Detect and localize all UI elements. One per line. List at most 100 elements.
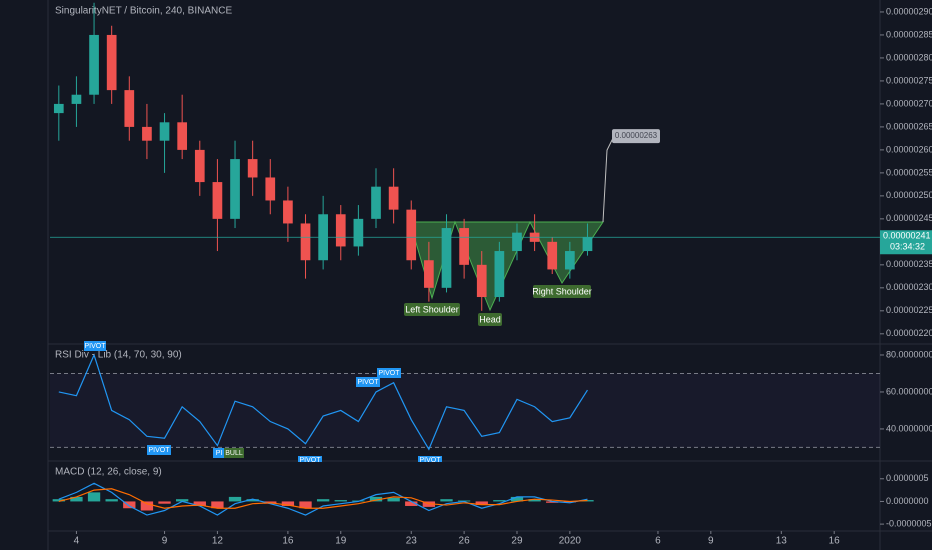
candle-body xyxy=(582,237,593,252)
y-tick-label: 0.00000225 xyxy=(886,305,932,315)
histogram-bar xyxy=(405,501,418,506)
signal-label: PIVOT xyxy=(378,370,400,377)
pattern-labels: Left Shoulder Head Right Shoulder xyxy=(404,285,592,326)
target-line xyxy=(602,135,615,223)
x-tick-label: 23 xyxy=(406,536,418,547)
y-tick-label: 0.00000245 xyxy=(886,213,932,223)
last-price-box xyxy=(880,230,932,255)
candle-body xyxy=(53,103,64,114)
histogram-bar xyxy=(299,501,312,509)
y-tick-label: 0.00000285 xyxy=(886,29,932,39)
signal-box xyxy=(418,456,442,462)
candle-body xyxy=(476,264,487,298)
candle-body xyxy=(424,260,434,288)
signal-box xyxy=(224,448,244,458)
candle-body xyxy=(177,122,188,150)
histogram-bar xyxy=(175,499,189,502)
signal-box xyxy=(84,341,106,351)
signal-box xyxy=(147,445,171,455)
candle-body xyxy=(89,34,99,95)
macd-line xyxy=(58,482,588,516)
candle-body xyxy=(212,182,223,219)
candle-body xyxy=(230,159,240,219)
candle-body xyxy=(441,228,452,288)
histogram-bar xyxy=(493,500,506,502)
y-tick-label: 0.00000290 xyxy=(886,6,932,16)
y-tick-label: 0.00000280 xyxy=(886,52,932,62)
x-tick-label: 16 xyxy=(829,536,841,547)
y-tick-label: 0.0000000 xyxy=(886,496,929,506)
x-tick-label: 6 xyxy=(655,536,661,547)
y-tick-label: 0.00000250 xyxy=(886,190,932,200)
pattern-label: Head xyxy=(479,314,501,324)
candle-body xyxy=(459,228,469,265)
histogram-bar xyxy=(140,501,154,511)
histogram-bar xyxy=(440,499,453,502)
x-tick-label: 2020 xyxy=(559,536,582,547)
candle-body xyxy=(512,232,522,252)
label-box xyxy=(404,303,460,316)
candle-body xyxy=(159,122,170,141)
signal-box xyxy=(356,377,380,387)
candle-body xyxy=(388,186,399,210)
histogram-bar xyxy=(70,496,83,502)
histogram-bar xyxy=(211,501,224,509)
pattern-label: Left Shoulder xyxy=(405,304,459,314)
signal-box xyxy=(213,448,225,458)
candle-body xyxy=(265,177,276,201)
candle-body xyxy=(353,218,364,247)
candle-body xyxy=(494,251,505,298)
histogram-bar xyxy=(546,501,559,503)
histogram-bar xyxy=(123,501,136,509)
histogram-bar xyxy=(246,499,259,502)
x-tick-label: 9 xyxy=(708,536,714,547)
y-tick-label: 0.00000255 xyxy=(886,167,932,177)
signal-label: PIVOT xyxy=(299,457,321,464)
y-tick-label: 0.00000270 xyxy=(886,98,932,108)
candle-body xyxy=(547,241,558,270)
candle-body xyxy=(106,34,117,91)
histogram-bar xyxy=(228,496,242,502)
rsi-band-fill xyxy=(50,373,880,448)
histogram-bar xyxy=(334,500,347,502)
target-box xyxy=(612,129,660,144)
candle-body xyxy=(194,149,205,183)
histogram-bar xyxy=(510,496,524,502)
histogram-bar xyxy=(369,496,383,502)
candle-body xyxy=(142,126,152,141)
rsi-line xyxy=(58,353,588,451)
target-label: 0.00000263 xyxy=(615,131,658,140)
signal-box xyxy=(377,368,401,378)
y-tick-label: 0.00000235 xyxy=(886,259,932,269)
histogram-bar xyxy=(87,492,101,502)
signal-label: PIVOT xyxy=(84,343,106,350)
label-box xyxy=(478,313,502,326)
signal-label: BULL xyxy=(225,450,243,457)
candle-body xyxy=(335,214,346,247)
y-tick-label: 0.00000230 xyxy=(886,282,932,292)
y-tick-label: 0.0000005 xyxy=(886,473,929,483)
x-tick-label: 4 xyxy=(74,536,80,547)
y-tick-label: 0.00000265 xyxy=(886,121,932,131)
y-tick-label: 0.00000275 xyxy=(886,75,932,85)
x-tick-label: 9 xyxy=(162,536,168,547)
y-tick-label: -0.0000005 xyxy=(886,518,932,528)
x-tick-label: 26 xyxy=(459,536,471,547)
candle-body xyxy=(71,94,82,104)
candle-body xyxy=(371,186,381,219)
candle-body xyxy=(247,159,258,178)
plot: 0.00000290 0.00000285 0.00000280 0.00000275… xyxy=(50,2,932,547)
countdown: 03:34:32 xyxy=(890,242,925,252)
histogram-bar xyxy=(105,499,118,502)
histogram-bar xyxy=(281,501,295,506)
histogram-bar xyxy=(193,501,206,506)
y-tick-label: 0.00000260 xyxy=(886,144,932,154)
signal-label: PIVOT xyxy=(148,447,170,454)
x-tick-label: 19 xyxy=(335,536,347,547)
x-tick-label: 13 xyxy=(776,536,788,547)
x-tick-label: 16 xyxy=(282,536,294,547)
histogram-bar xyxy=(316,499,330,502)
